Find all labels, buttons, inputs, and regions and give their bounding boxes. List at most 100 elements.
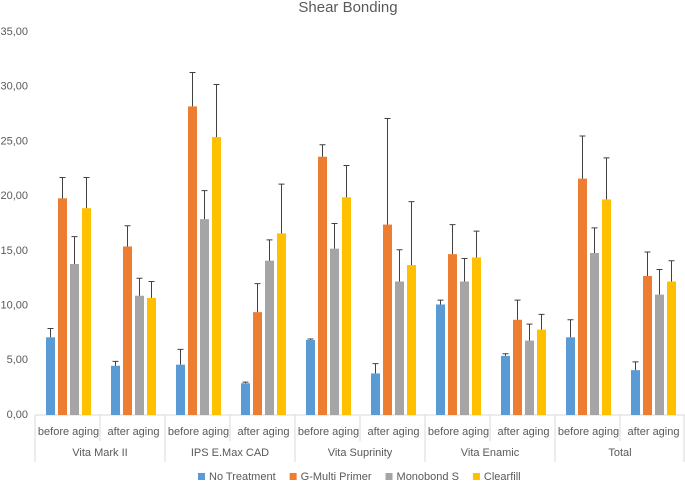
bar (395, 281, 404, 415)
bar (643, 276, 652, 415)
bar (147, 297, 156, 415)
x-tick-label: before aging (38, 426, 99, 438)
error-bar (372, 363, 379, 374)
error-bar (136, 277, 143, 296)
error-bar (254, 283, 261, 313)
bar (472, 257, 481, 415)
error-bar (656, 268, 663, 295)
error-bar (644, 251, 651, 277)
legend-swatch (472, 473, 480, 480)
bar (537, 329, 546, 415)
bar (342, 197, 351, 415)
y-tick-label: 35,00 (0, 26, 28, 38)
error-bar (396, 249, 403, 282)
y-tick-label: 20,00 (0, 190, 28, 202)
error-bar (189, 71, 196, 107)
bar (277, 233, 286, 415)
x-tick-label: before aging (168, 426, 229, 438)
error-bar (384, 117, 391, 225)
bar (330, 248, 339, 415)
error-bar (319, 144, 326, 157)
error-bar (538, 313, 545, 330)
bar (176, 364, 185, 415)
legend-label: G-Multi Primer (301, 471, 372, 482)
error-bar (449, 224, 456, 255)
error-bar (266, 239, 273, 261)
x-tick-label: before aging (428, 426, 489, 438)
chart-title: Shear Bonding (298, 0, 397, 16)
y-tick-label: 5,00 (7, 354, 28, 366)
error-bar (278, 183, 285, 234)
legend-swatch (385, 473, 393, 480)
bar (436, 304, 445, 415)
legend-label: Monobond S (397, 471, 459, 482)
bar (318, 156, 327, 415)
x-tick-label: after aging (628, 426, 680, 438)
bar (525, 340, 534, 415)
bar (306, 340, 315, 415)
error-bar (526, 323, 533, 341)
bar (188, 106, 197, 415)
error-bar (213, 84, 220, 138)
group-label: Vita Suprinity (328, 447, 393, 459)
error-bar (47, 328, 54, 338)
bar (135, 295, 144, 415)
bar (448, 254, 457, 415)
bar (655, 294, 664, 415)
y-tick-label: 15,00 (0, 245, 28, 257)
x-tick-label: after aging (498, 426, 550, 438)
error-bar (148, 280, 155, 298)
group-label: Total (608, 447, 631, 459)
error-bar (668, 260, 675, 282)
error-bar (242, 381, 249, 384)
error-bar (83, 177, 90, 209)
bar (460, 281, 469, 415)
bar (46, 337, 55, 415)
x-tick-label: after aging (368, 426, 420, 438)
error-bar (343, 165, 350, 198)
bar (602, 199, 611, 415)
x-tick-label: after aging (238, 426, 290, 438)
error-bar (201, 190, 208, 220)
bar (123, 246, 132, 415)
y-tick-label: 10,00 (0, 299, 28, 311)
legend-label: No Treatment (209, 471, 276, 482)
bar (371, 373, 380, 415)
bar (407, 265, 416, 415)
bar (383, 224, 392, 415)
error-bar (579, 135, 586, 179)
error-bar (603, 157, 610, 200)
bar (70, 263, 79, 415)
group-label: Vita Enamic (461, 447, 520, 459)
bar (578, 178, 587, 415)
error-bar (502, 353, 509, 356)
error-bar (177, 348, 184, 365)
error-bar (331, 223, 338, 249)
error-bar (461, 258, 468, 282)
error-bar (514, 299, 521, 320)
x-tick-label: before aging (298, 426, 359, 438)
error-bar (124, 225, 131, 247)
error-bar (437, 299, 444, 305)
error-bar (59, 177, 66, 199)
y-tick-label: 0,00 (7, 409, 28, 421)
bar (82, 208, 91, 415)
bar (631, 370, 640, 415)
error-bar (408, 201, 415, 266)
error-bar (112, 360, 119, 366)
bar (200, 219, 209, 415)
x-tick-label: before aging (558, 426, 619, 438)
bar (253, 312, 262, 415)
error-bar (307, 338, 314, 341)
error-bar (591, 227, 598, 254)
bar (513, 319, 522, 415)
bar (212, 137, 221, 415)
bar (58, 198, 67, 415)
bar (566, 337, 575, 415)
legend-swatch (289, 473, 297, 480)
x-tick-label: after aging (108, 426, 160, 438)
group-label: Vita Mark II (72, 447, 127, 459)
y-tick-label: 25,00 (0, 135, 28, 147)
legend-label: Clearfill (484, 471, 521, 482)
bar (667, 281, 676, 415)
